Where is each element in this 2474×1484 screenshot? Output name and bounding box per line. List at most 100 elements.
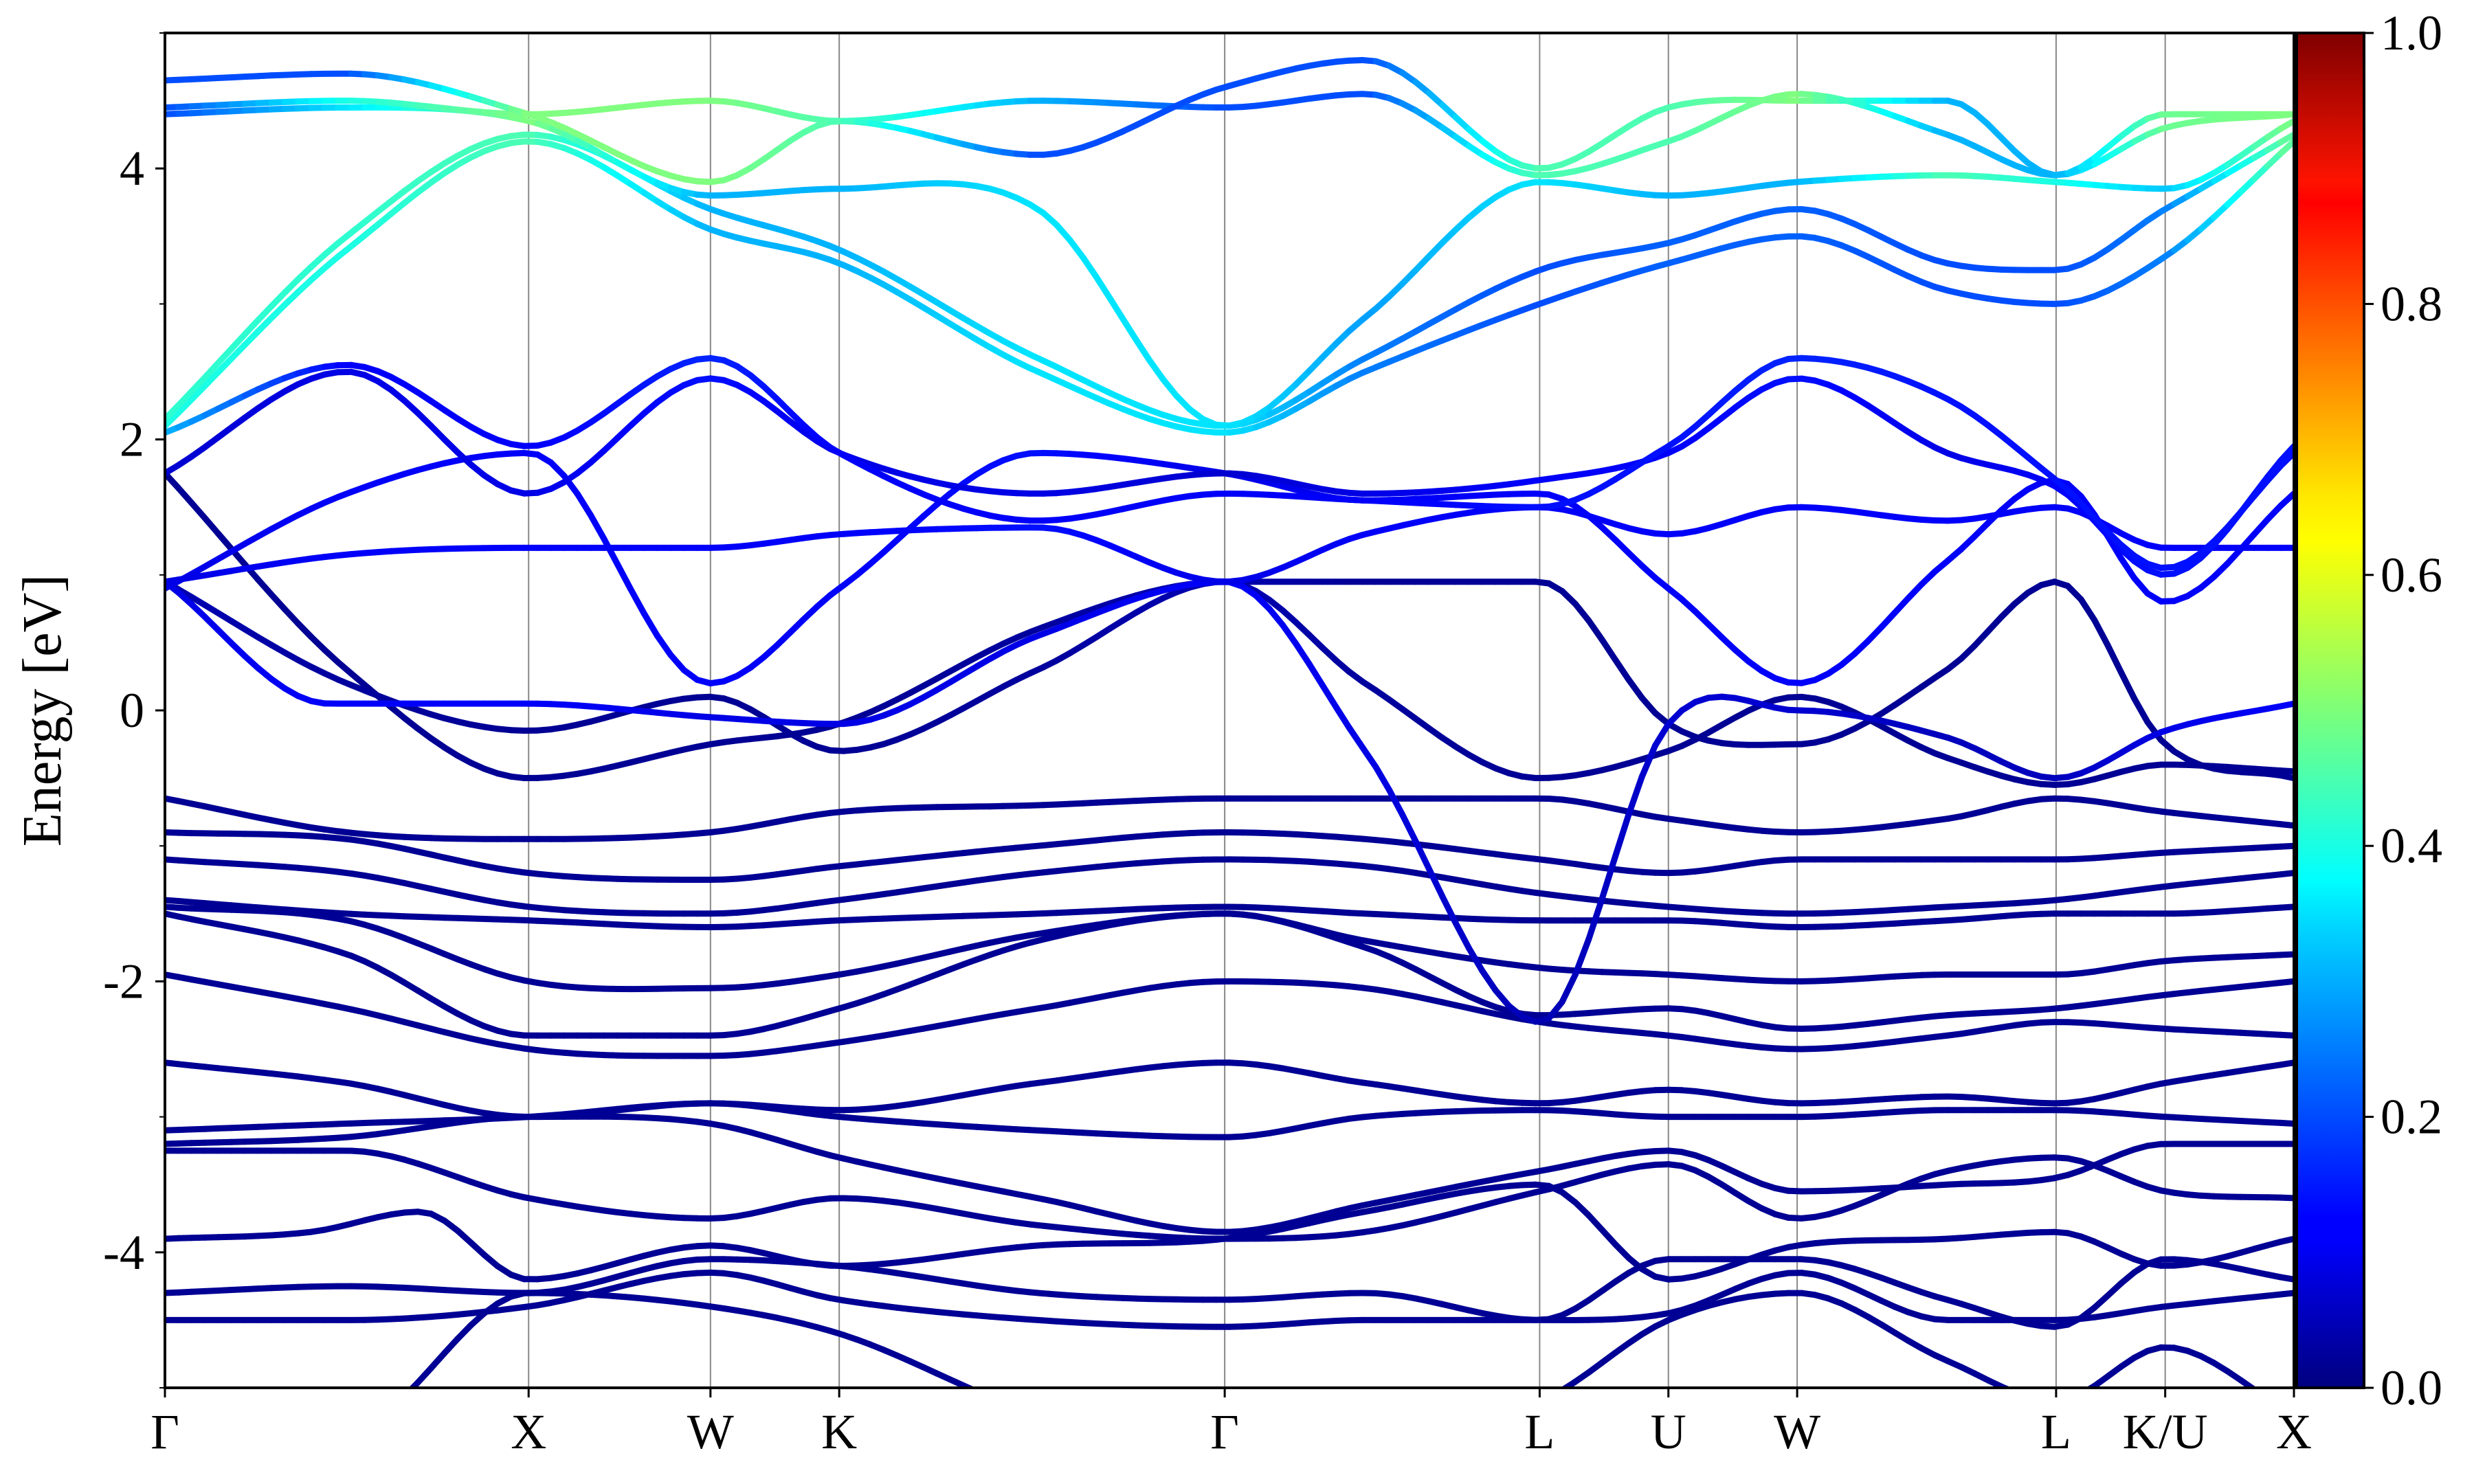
band-segment xyxy=(1638,695,1659,717)
colorbar-tick-label: 0.8 xyxy=(2381,276,2442,331)
band-segment xyxy=(2277,491,2294,509)
band-27 xyxy=(192,1290,2258,1455)
band-segment xyxy=(378,1408,391,1418)
band-segment xyxy=(1403,1423,1416,1424)
band-segment xyxy=(2277,138,2294,157)
band-segment xyxy=(2277,903,2294,911)
band-segment xyxy=(1442,1419,1456,1421)
band-segment xyxy=(1385,280,1406,300)
band-segment xyxy=(1333,704,1352,731)
band-segment xyxy=(2277,443,2294,464)
band-segment xyxy=(308,633,328,653)
band-segment xyxy=(1119,315,1139,344)
band-segment xyxy=(1985,614,2005,635)
band-segment xyxy=(1163,1450,1176,1452)
band-16 xyxy=(165,578,2294,788)
band-segment xyxy=(391,1396,404,1408)
band-segment xyxy=(1546,998,1565,1022)
band-segment xyxy=(1905,581,1925,602)
band-segment xyxy=(601,536,621,567)
band-segment xyxy=(1598,636,1618,663)
band-segment xyxy=(1612,537,1632,556)
band-segment xyxy=(351,1425,364,1428)
band-segment xyxy=(1067,236,1086,261)
band-segment xyxy=(1479,967,1499,993)
band-segment xyxy=(1306,354,1326,374)
band-segment xyxy=(1016,1408,1029,1413)
band-segment xyxy=(1003,1402,1016,1407)
x-tick-label: L xyxy=(1524,1404,1554,1459)
band-segment xyxy=(1439,226,1459,246)
band-segment xyxy=(654,632,674,658)
band-segment xyxy=(1070,1425,1083,1429)
band-segment xyxy=(1612,1241,1632,1261)
band-segment xyxy=(1253,592,1273,612)
y-axis: -4 -2 0 2 4 xyxy=(103,32,165,1389)
band-segment xyxy=(188,383,208,403)
x-tick-label: X xyxy=(2276,1404,2312,1459)
band-segment xyxy=(201,360,221,381)
band-segment xyxy=(324,1428,337,1429)
band-segment xyxy=(298,1427,311,1428)
band-10 xyxy=(165,903,2294,993)
band-segment xyxy=(2277,131,2294,146)
colorbar-tick-label: 0.4 xyxy=(2381,818,2442,873)
band-segment xyxy=(1256,1451,1269,1453)
band-segment xyxy=(2144,719,2164,743)
band-segment xyxy=(1150,1447,1163,1450)
band-segment xyxy=(1190,1454,1203,1455)
band-segment xyxy=(2238,176,2258,195)
band-segment xyxy=(787,409,807,429)
band-segment xyxy=(2117,668,2138,702)
band-segment xyxy=(441,436,461,456)
band-segment xyxy=(1093,273,1113,301)
band-segment xyxy=(232,1421,245,1422)
band-segment xyxy=(427,1350,448,1371)
band-segment xyxy=(2277,1059,2294,1068)
band-segment xyxy=(1598,1226,1618,1248)
band-segment xyxy=(1585,895,1605,943)
band-segment xyxy=(255,315,275,335)
band-segment xyxy=(192,1417,205,1419)
band-segment xyxy=(241,317,261,338)
band-segment xyxy=(1452,920,1472,952)
y-tick-label: 2 xyxy=(120,412,144,467)
band-segment xyxy=(2091,514,2111,535)
band-segment xyxy=(2238,493,2258,515)
band-segment xyxy=(175,388,195,409)
x-tick-label: Γ xyxy=(151,1404,179,1459)
band-segment xyxy=(214,530,235,552)
y-tick-label: -4 xyxy=(103,1225,144,1280)
x-tick-label: Γ xyxy=(1210,1404,1239,1459)
colorbar-tick-label: 0.0 xyxy=(2381,1360,2442,1415)
band-segment xyxy=(2277,700,2294,710)
band-segment xyxy=(1123,1441,1136,1444)
band-segment xyxy=(175,484,195,506)
band-segment xyxy=(1572,600,1592,624)
band-segment xyxy=(1495,1411,1508,1414)
band-segment xyxy=(1585,617,1605,643)
band-segment xyxy=(1283,1445,1296,1448)
band-segment xyxy=(2014,1392,2027,1397)
band-segment xyxy=(1359,744,1379,770)
band-18 xyxy=(165,504,2294,585)
band-segment xyxy=(2277,951,2294,958)
band-segment xyxy=(281,606,302,627)
band-segment xyxy=(1306,661,1326,689)
band-26 xyxy=(165,57,2294,186)
band-segment xyxy=(165,409,181,429)
band-segment xyxy=(1083,1429,1096,1433)
band-segment xyxy=(2077,596,2098,623)
band-segment xyxy=(2104,642,2124,675)
band-segment xyxy=(1638,742,1659,780)
band-segment xyxy=(2091,616,2111,649)
band-segment xyxy=(1372,763,1392,793)
band-segment xyxy=(408,1380,421,1388)
band-segment xyxy=(1177,1452,1190,1454)
band-segment xyxy=(1891,595,1911,616)
x-tick-label: X xyxy=(511,1404,546,1459)
band-segment xyxy=(1266,605,1286,629)
band-segment xyxy=(1293,640,1313,668)
band-segment xyxy=(1559,971,1579,1005)
